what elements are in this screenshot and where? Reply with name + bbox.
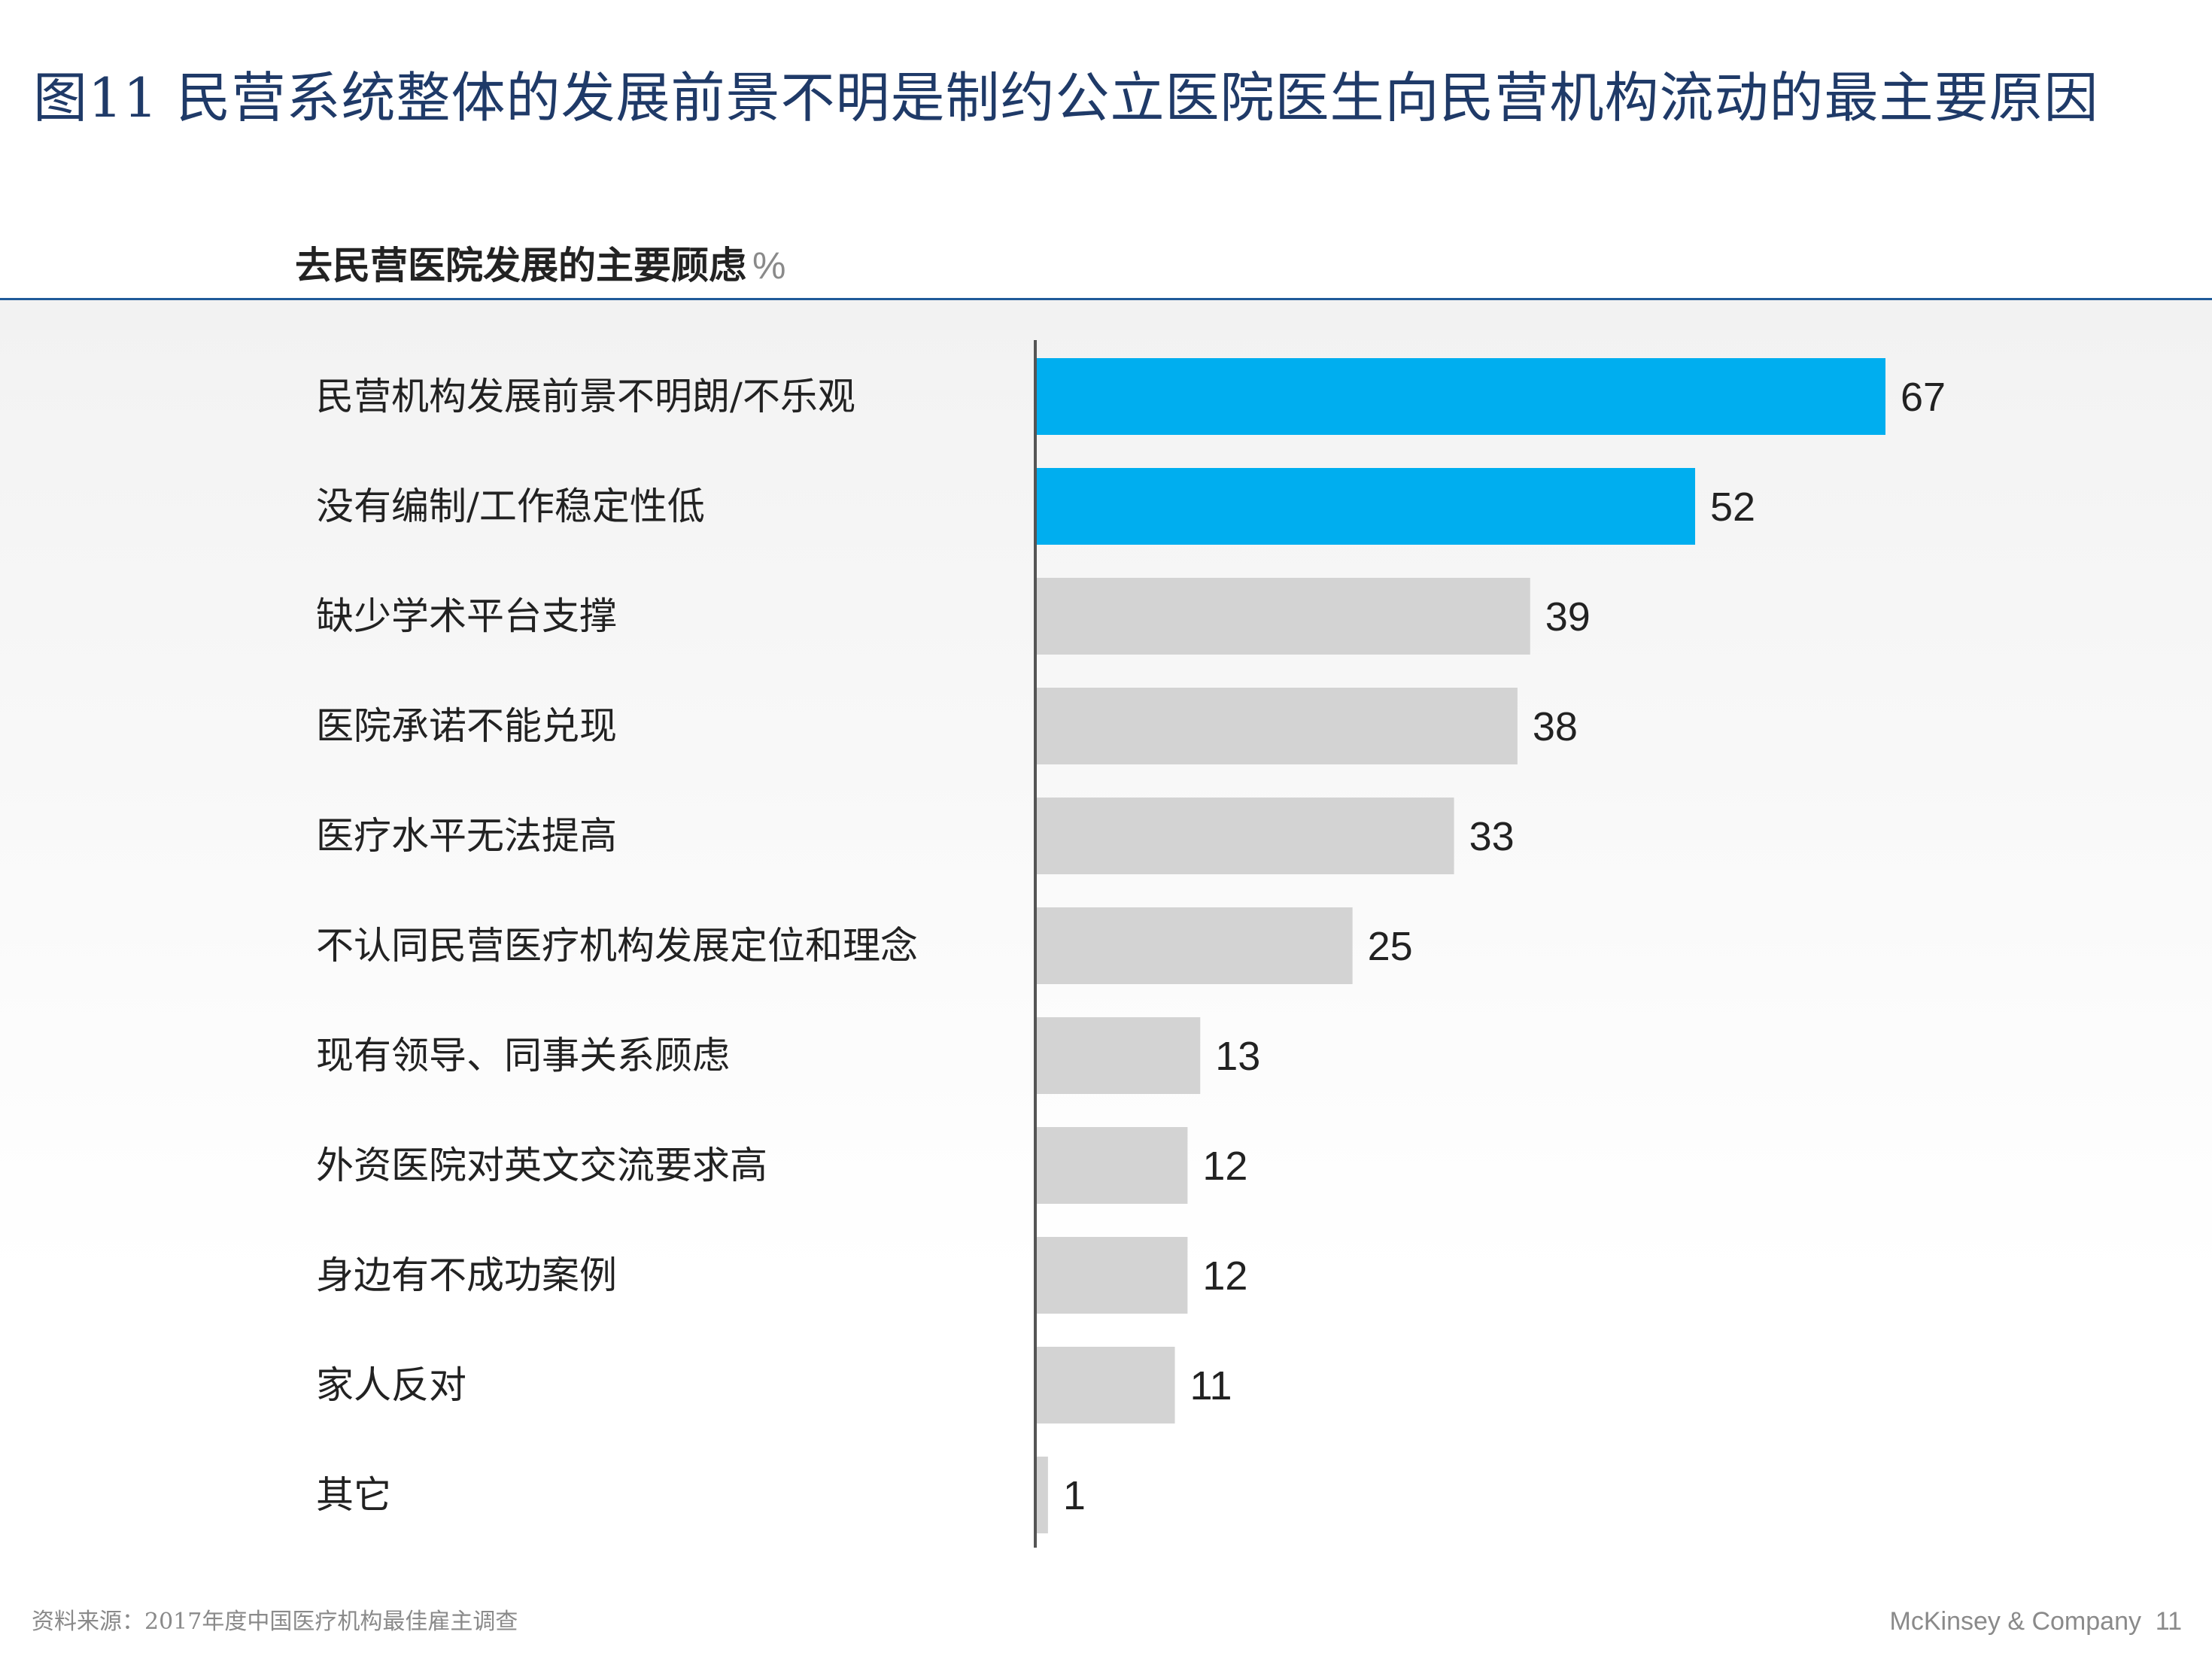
bar-5 xyxy=(1035,907,1353,984)
category-label-7: 外资医院对英文交流要求高 xyxy=(316,1144,767,1187)
value-label-9: 11 xyxy=(1190,1363,1232,1408)
bar-9 xyxy=(1035,1347,1175,1424)
chart-unit: % xyxy=(752,245,786,287)
bar-6 xyxy=(1035,1017,1201,1094)
bar-10 xyxy=(1035,1457,1048,1533)
category-label-5: 不认同民营医疗机构发展定位和理念 xyxy=(316,924,918,968)
chart-subtitle: 去民营医院发展的主要顾虑% xyxy=(295,239,785,292)
page-number: 11 xyxy=(2155,1607,2182,1636)
category-label-4: 医疗水平无法提高 xyxy=(316,814,617,858)
value-label-0: 67 xyxy=(1901,375,1946,420)
value-label-5: 25 xyxy=(1368,924,1413,969)
category-label-9: 家人反对 xyxy=(316,1363,466,1407)
bar-8 xyxy=(1035,1237,1188,1314)
category-label-1: 没有编制/工作稳定性低 xyxy=(316,485,705,528)
category-label-2: 缺少学术平台支撑 xyxy=(316,594,617,638)
value-label-6: 13 xyxy=(1215,1034,1260,1079)
slide-title: 图11 民营系统整体的发展前景不明是制约公立医院医生向民营机构流动的最主要原因 xyxy=(33,66,2099,129)
brand-name: McKinsey & Company xyxy=(1889,1607,2141,1636)
bar-3 xyxy=(1035,688,1518,764)
bar-0 xyxy=(1035,358,1885,435)
value-label-8: 12 xyxy=(1202,1253,1247,1299)
source-note: 资料来源：2017年度中国医疗机构最佳雇主调查 xyxy=(32,1609,518,1635)
title-divider xyxy=(0,298,2212,300)
category-label-3: 医院承诺不能兑现 xyxy=(316,704,617,748)
category-label-8: 身边有不成功案例 xyxy=(316,1253,617,1297)
bar-7 xyxy=(1035,1127,1188,1204)
category-label-0: 民营机构发展前景不明朗/不乐观 xyxy=(316,375,855,418)
value-label-7: 12 xyxy=(1202,1144,1247,1189)
category-label-6: 现有领导、同事关系顾虑 xyxy=(316,1034,730,1077)
value-label-3: 38 xyxy=(1533,704,1578,749)
bar-4 xyxy=(1035,798,1454,874)
value-label-4: 33 xyxy=(1469,814,1515,859)
chart-title: 去民营医院发展的主要顾虑 xyxy=(295,243,746,287)
value-label-2: 39 xyxy=(1545,594,1591,640)
category-label-10: 其它 xyxy=(316,1473,391,1517)
bar-1 xyxy=(1035,468,1696,545)
value-label-1: 52 xyxy=(1710,485,1755,530)
value-label-10: 1 xyxy=(1063,1473,1086,1518)
bar-2 xyxy=(1035,578,1530,655)
